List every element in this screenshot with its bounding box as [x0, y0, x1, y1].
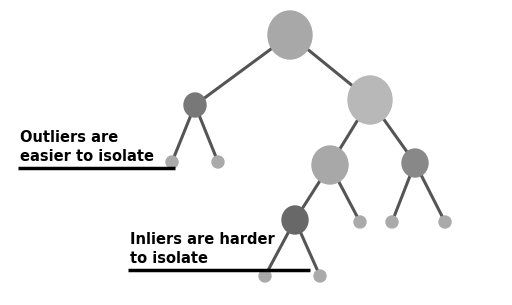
- Ellipse shape: [314, 270, 326, 282]
- Ellipse shape: [402, 149, 428, 177]
- Ellipse shape: [354, 216, 366, 228]
- Ellipse shape: [282, 206, 308, 234]
- Ellipse shape: [439, 216, 451, 228]
- Ellipse shape: [386, 216, 398, 228]
- Text: Outliers are
easier to isolate: Outliers are easier to isolate: [20, 130, 154, 163]
- Ellipse shape: [212, 156, 224, 168]
- Ellipse shape: [312, 146, 348, 184]
- Ellipse shape: [348, 76, 392, 124]
- Ellipse shape: [259, 270, 271, 282]
- Text: Inliers are harder
to isolate: Inliers are harder to isolate: [130, 232, 275, 266]
- Ellipse shape: [268, 11, 312, 59]
- Ellipse shape: [184, 93, 206, 117]
- Ellipse shape: [166, 156, 178, 168]
